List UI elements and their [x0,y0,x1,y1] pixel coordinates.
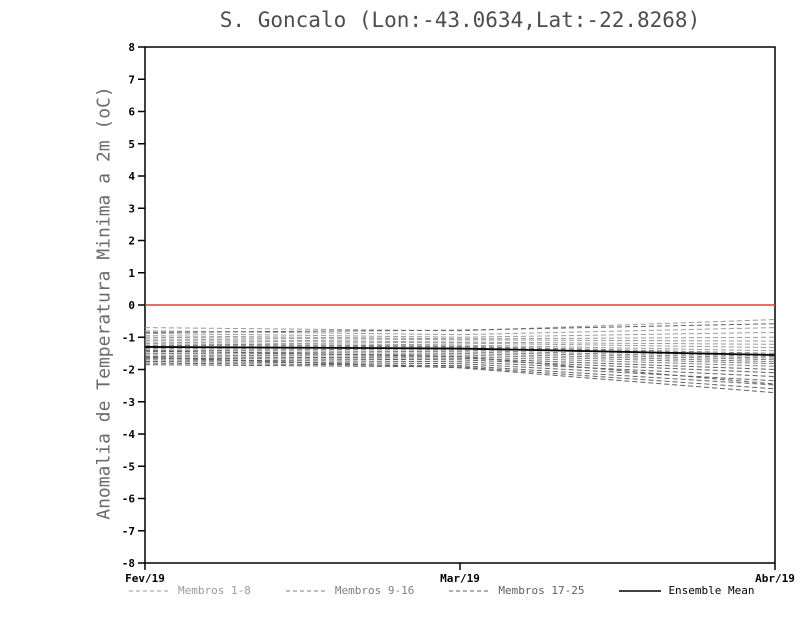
legend-item: Membros 1-8 [128,584,251,597]
svg-text:-4: -4 [122,428,136,441]
svg-text:3: 3 [128,202,135,215]
svg-text:7: 7 [128,73,135,86]
dashed-line-sample-icon [285,590,328,591]
svg-text:-2: -2 [122,364,135,377]
svg-text:Fev/19: Fev/19 [125,572,165,585]
legend-item: Membros 17-25 [448,584,584,597]
svg-text:-6: -6 [122,493,136,506]
svg-text:-5: -5 [122,460,135,473]
legend-label: Membros 1-8 [178,584,251,597]
legend-label: Membros 9-16 [334,584,415,597]
svg-text:-3: -3 [122,396,135,409]
dashed-line-sample-icon [449,590,492,591]
legend-label: Ensemble Mean [668,584,755,597]
svg-text:5: 5 [128,138,135,151]
svg-text:-7: -7 [122,525,135,538]
svg-text:8: 8 [128,41,135,54]
solid-line-sample-icon [619,589,662,592]
dashed-line-sample-icon [129,590,171,591]
svg-text:1: 1 [128,267,135,280]
svg-text:4: 4 [128,170,135,183]
legend-item: Membros 9-16 [285,584,414,597]
legend-item: Ensemble Mean [618,584,755,597]
svg-text:-1: -1 [122,331,136,344]
svg-text:Abr/19: Abr/19 [755,572,795,585]
chart-title: S. Goncalo (Lon:-43.0634,Lat:-22.8268) [219,8,701,32]
svg-text:Mar/19: Mar/19 [440,572,480,585]
svg-text:6: 6 [128,106,135,119]
svg-text:0: 0 [128,299,135,312]
legend: Membros 1-8 Membros 9-16 Membros 17-25 Ense… [128,584,755,597]
legend-label: Membros 17-25 [498,584,585,597]
svg-text:2: 2 [128,235,135,248]
svg-text:-8: -8 [122,557,135,570]
